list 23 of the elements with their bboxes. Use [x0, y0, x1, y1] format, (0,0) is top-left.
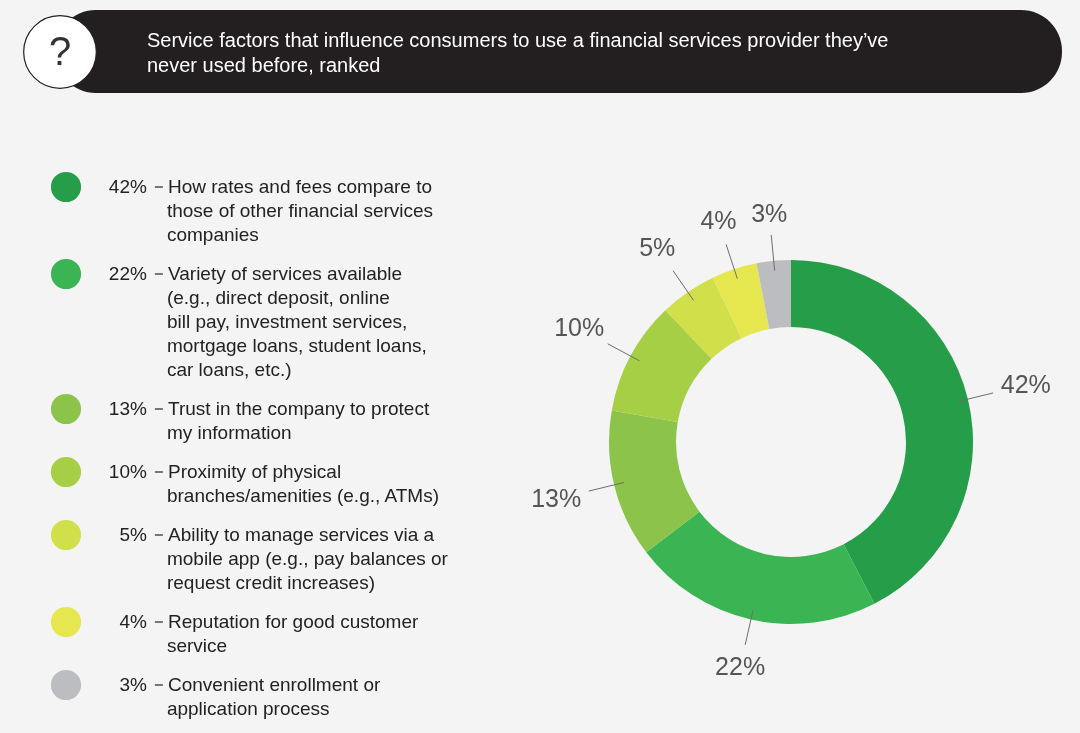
donut-slice: [609, 410, 700, 553]
donut-slice: [756, 260, 791, 330]
legend-label: 4% Reputation for good customer service: [108, 611, 419, 656]
data-label: 4%: [700, 206, 737, 235]
data-label: 13%: [531, 483, 582, 512]
data-label: 3%: [751, 198, 788, 227]
legend-label: 3% Convenient enrollment or application process: [108, 674, 381, 719]
legend-label: 22% Variety of services available (e.g., direct deposit, online bill pay, investment services, mortgage loans, student loans, car loans, etc.): [108, 263, 427, 380]
legend-label: 10% Proximity of physical branches/amenities (e.g., ATMs): [108, 461, 440, 506]
donut-slice: [665, 277, 742, 359]
donut-slice: [791, 260, 973, 604]
donut-slice: [712, 263, 770, 339]
chart-title: Service factors that influence consumers to use a financial services provider they’ve never used before, ranked: [147, 29, 889, 76]
legend-label: 13% Trust in the company to protect my information: [108, 398, 430, 443]
legend-label: 5% Ability to manage services via a mobile app (e.g., pay balances or request credit increases): [108, 524, 449, 593]
data-label: 42%: [1000, 370, 1051, 399]
legend-label: 42% How rates and fees compare to those of other financial services companies: [108, 176, 434, 245]
data-label: 10%: [554, 313, 605, 342]
donut-slice: [611, 310, 712, 423]
text: ?: [48, 29, 72, 73]
donut-slice: [646, 511, 875, 624]
data-label: 5%: [639, 232, 676, 261]
data-label: 22%: [715, 652, 766, 681]
